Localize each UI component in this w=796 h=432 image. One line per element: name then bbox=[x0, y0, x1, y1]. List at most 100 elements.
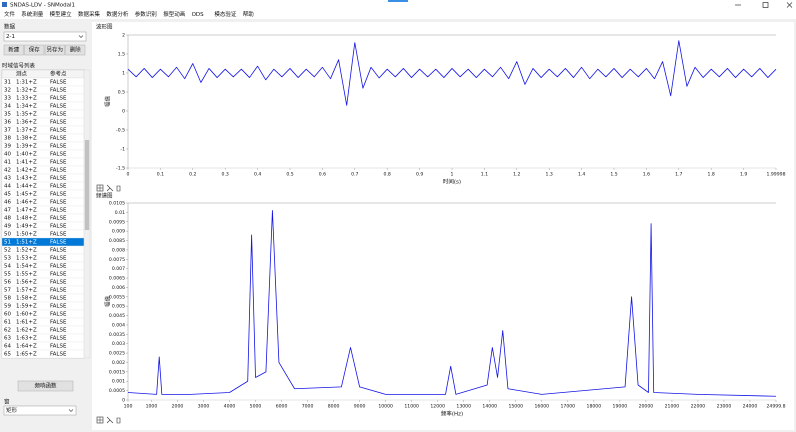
table-cell: 38 bbox=[4, 136, 11, 142]
table-cell: FALSE bbox=[50, 176, 67, 182]
hand-tool[interactable] bbox=[116, 185, 121, 192]
table-cell: FALSE bbox=[50, 344, 67, 350]
table-row[interactable] bbox=[1, 77, 85, 87]
table-cell: 63 bbox=[4, 336, 11, 342]
table-row[interactable] bbox=[1, 157, 85, 167]
table-row[interactable] bbox=[1, 197, 85, 207]
x-tick-label: 2000 bbox=[172, 404, 184, 410]
table-row[interactable] bbox=[1, 341, 85, 351]
table-row[interactable] bbox=[1, 213, 85, 223]
x-tick-label: 100 bbox=[124, 404, 133, 410]
table-row[interactable] bbox=[1, 277, 85, 287]
table-cell: 1:52+Z bbox=[16, 248, 37, 254]
table-row[interactable] bbox=[1, 181, 85, 191]
table-row[interactable] bbox=[1, 205, 85, 215]
table-row[interactable] bbox=[1, 101, 85, 111]
data-select-value: 2-1 bbox=[6, 34, 15, 40]
table-cell: 1:44+Z bbox=[16, 184, 37, 190]
menu-item[interactable]: 帮助 bbox=[243, 10, 255, 18]
toolbar-button[interactable] bbox=[3, 44, 24, 56]
table-cell: FALSE bbox=[50, 312, 67, 318]
x-axis-label: 时间(s) bbox=[443, 178, 461, 186]
table-row[interactable] bbox=[1, 221, 85, 231]
menu-item[interactable]: 模型建立 bbox=[50, 10, 73, 18]
menu-item[interactable]: ODS bbox=[192, 12, 205, 18]
x-tick-label: 24000 bbox=[743, 404, 758, 410]
x-tick-label: 0.4 bbox=[254, 172, 261, 178]
menu-item[interactable]: 振型动画 bbox=[163, 10, 185, 18]
table-row[interactable] bbox=[1, 125, 85, 135]
table-cell: FALSE bbox=[50, 288, 67, 294]
menu-item[interactable]: 数据分析 bbox=[106, 10, 129, 18]
menu-item[interactable]: 数据采集 bbox=[78, 10, 101, 18]
window-select[interactable] bbox=[3, 405, 77, 416]
table-row[interactable] bbox=[1, 85, 85, 95]
table-cell: 53 bbox=[4, 256, 11, 262]
frf-button[interactable] bbox=[17, 380, 74, 392]
x-axis-label: 频率(Hz) bbox=[441, 410, 463, 418]
table-row[interactable] bbox=[1, 253, 85, 263]
hand-tool[interactable] bbox=[116, 417, 121, 424]
table-row[interactable] bbox=[1, 141, 85, 151]
table-row[interactable] bbox=[1, 117, 85, 127]
frf-button-label: 频响函数 bbox=[34, 382, 57, 390]
x-tick-label: 1.9 bbox=[740, 172, 747, 178]
toolbar-button[interactable] bbox=[44, 44, 65, 56]
table-cell: 1:41+Z bbox=[16, 160, 37, 166]
table-cell: 1:56+Z bbox=[16, 280, 37, 286]
table-cell: 37 bbox=[4, 128, 11, 134]
table-row[interactable] bbox=[1, 309, 85, 319]
table-row[interactable] bbox=[1, 173, 85, 183]
table-row[interactable] bbox=[1, 93, 85, 103]
table-cell: 44 bbox=[4, 184, 11, 190]
maximize-button[interactable] bbox=[762, 2, 769, 8]
table-row[interactable] bbox=[1, 301, 85, 311]
pan-tool[interactable] bbox=[106, 416, 114, 424]
table-row[interactable] bbox=[1, 165, 85, 175]
list-title: 时域信号列表 bbox=[2, 62, 36, 70]
y-tick-label: 0.0015 bbox=[109, 369, 125, 375]
menu-item[interactable]: 系统测量 bbox=[21, 10, 44, 18]
table-cell: 1:33+Z bbox=[16, 96, 37, 102]
table-cell: FALSE bbox=[50, 216, 67, 222]
table-row[interactable] bbox=[1, 245, 85, 255]
table-row[interactable] bbox=[1, 149, 85, 159]
table-cell: 50 bbox=[4, 232, 11, 238]
table-cell: 39 bbox=[4, 144, 11, 150]
table-row[interactable] bbox=[1, 133, 85, 143]
table-row[interactable] bbox=[1, 285, 85, 295]
table-row[interactable] bbox=[1, 293, 85, 303]
table-cell: FALSE bbox=[50, 104, 67, 110]
pan-tool[interactable] bbox=[106, 184, 114, 192]
close-button[interactable] bbox=[786, 2, 793, 8]
x-tick-label: 11000 bbox=[404, 404, 419, 410]
scrollbar-thumb[interactable] bbox=[84, 140, 90, 230]
table-cell: 64 bbox=[4, 344, 11, 350]
table-row[interactable] bbox=[1, 269, 85, 279]
y-tick-label: 0.5 bbox=[118, 90, 125, 96]
y-tick-label: -1.5 bbox=[116, 166, 125, 172]
y-tick-label: 0.003 bbox=[112, 341, 125, 347]
table-row[interactable] bbox=[1, 189, 85, 199]
window-select-value: 矩形 bbox=[6, 406, 18, 414]
table-row[interactable] bbox=[1, 261, 85, 271]
toolbar-button[interactable] bbox=[24, 44, 45, 56]
menu-item[interactable]: 参数识别 bbox=[135, 10, 157, 18]
menu-item[interactable]: 文件 bbox=[4, 10, 16, 18]
table-cell: FALSE bbox=[50, 128, 67, 134]
column-header: 测点 bbox=[16, 70, 28, 78]
table-row[interactable] bbox=[1, 333, 85, 343]
table-row[interactable] bbox=[1, 349, 85, 359]
table-cell: FALSE bbox=[50, 304, 67, 310]
table-row[interactable] bbox=[1, 325, 85, 335]
table-cell: 1:59+Z bbox=[16, 304, 37, 310]
table-row[interactable] bbox=[1, 229, 85, 239]
table-row[interactable] bbox=[1, 317, 85, 327]
y-tick-label: 2 bbox=[122, 33, 125, 39]
menu-item[interactable]: 模态验证 bbox=[214, 10, 237, 18]
selected-row[interactable] bbox=[1, 237, 85, 247]
data-select[interactable] bbox=[3, 31, 87, 42]
table-row[interactable] bbox=[1, 109, 85, 119]
toolbar-button[interactable] bbox=[65, 44, 86, 56]
